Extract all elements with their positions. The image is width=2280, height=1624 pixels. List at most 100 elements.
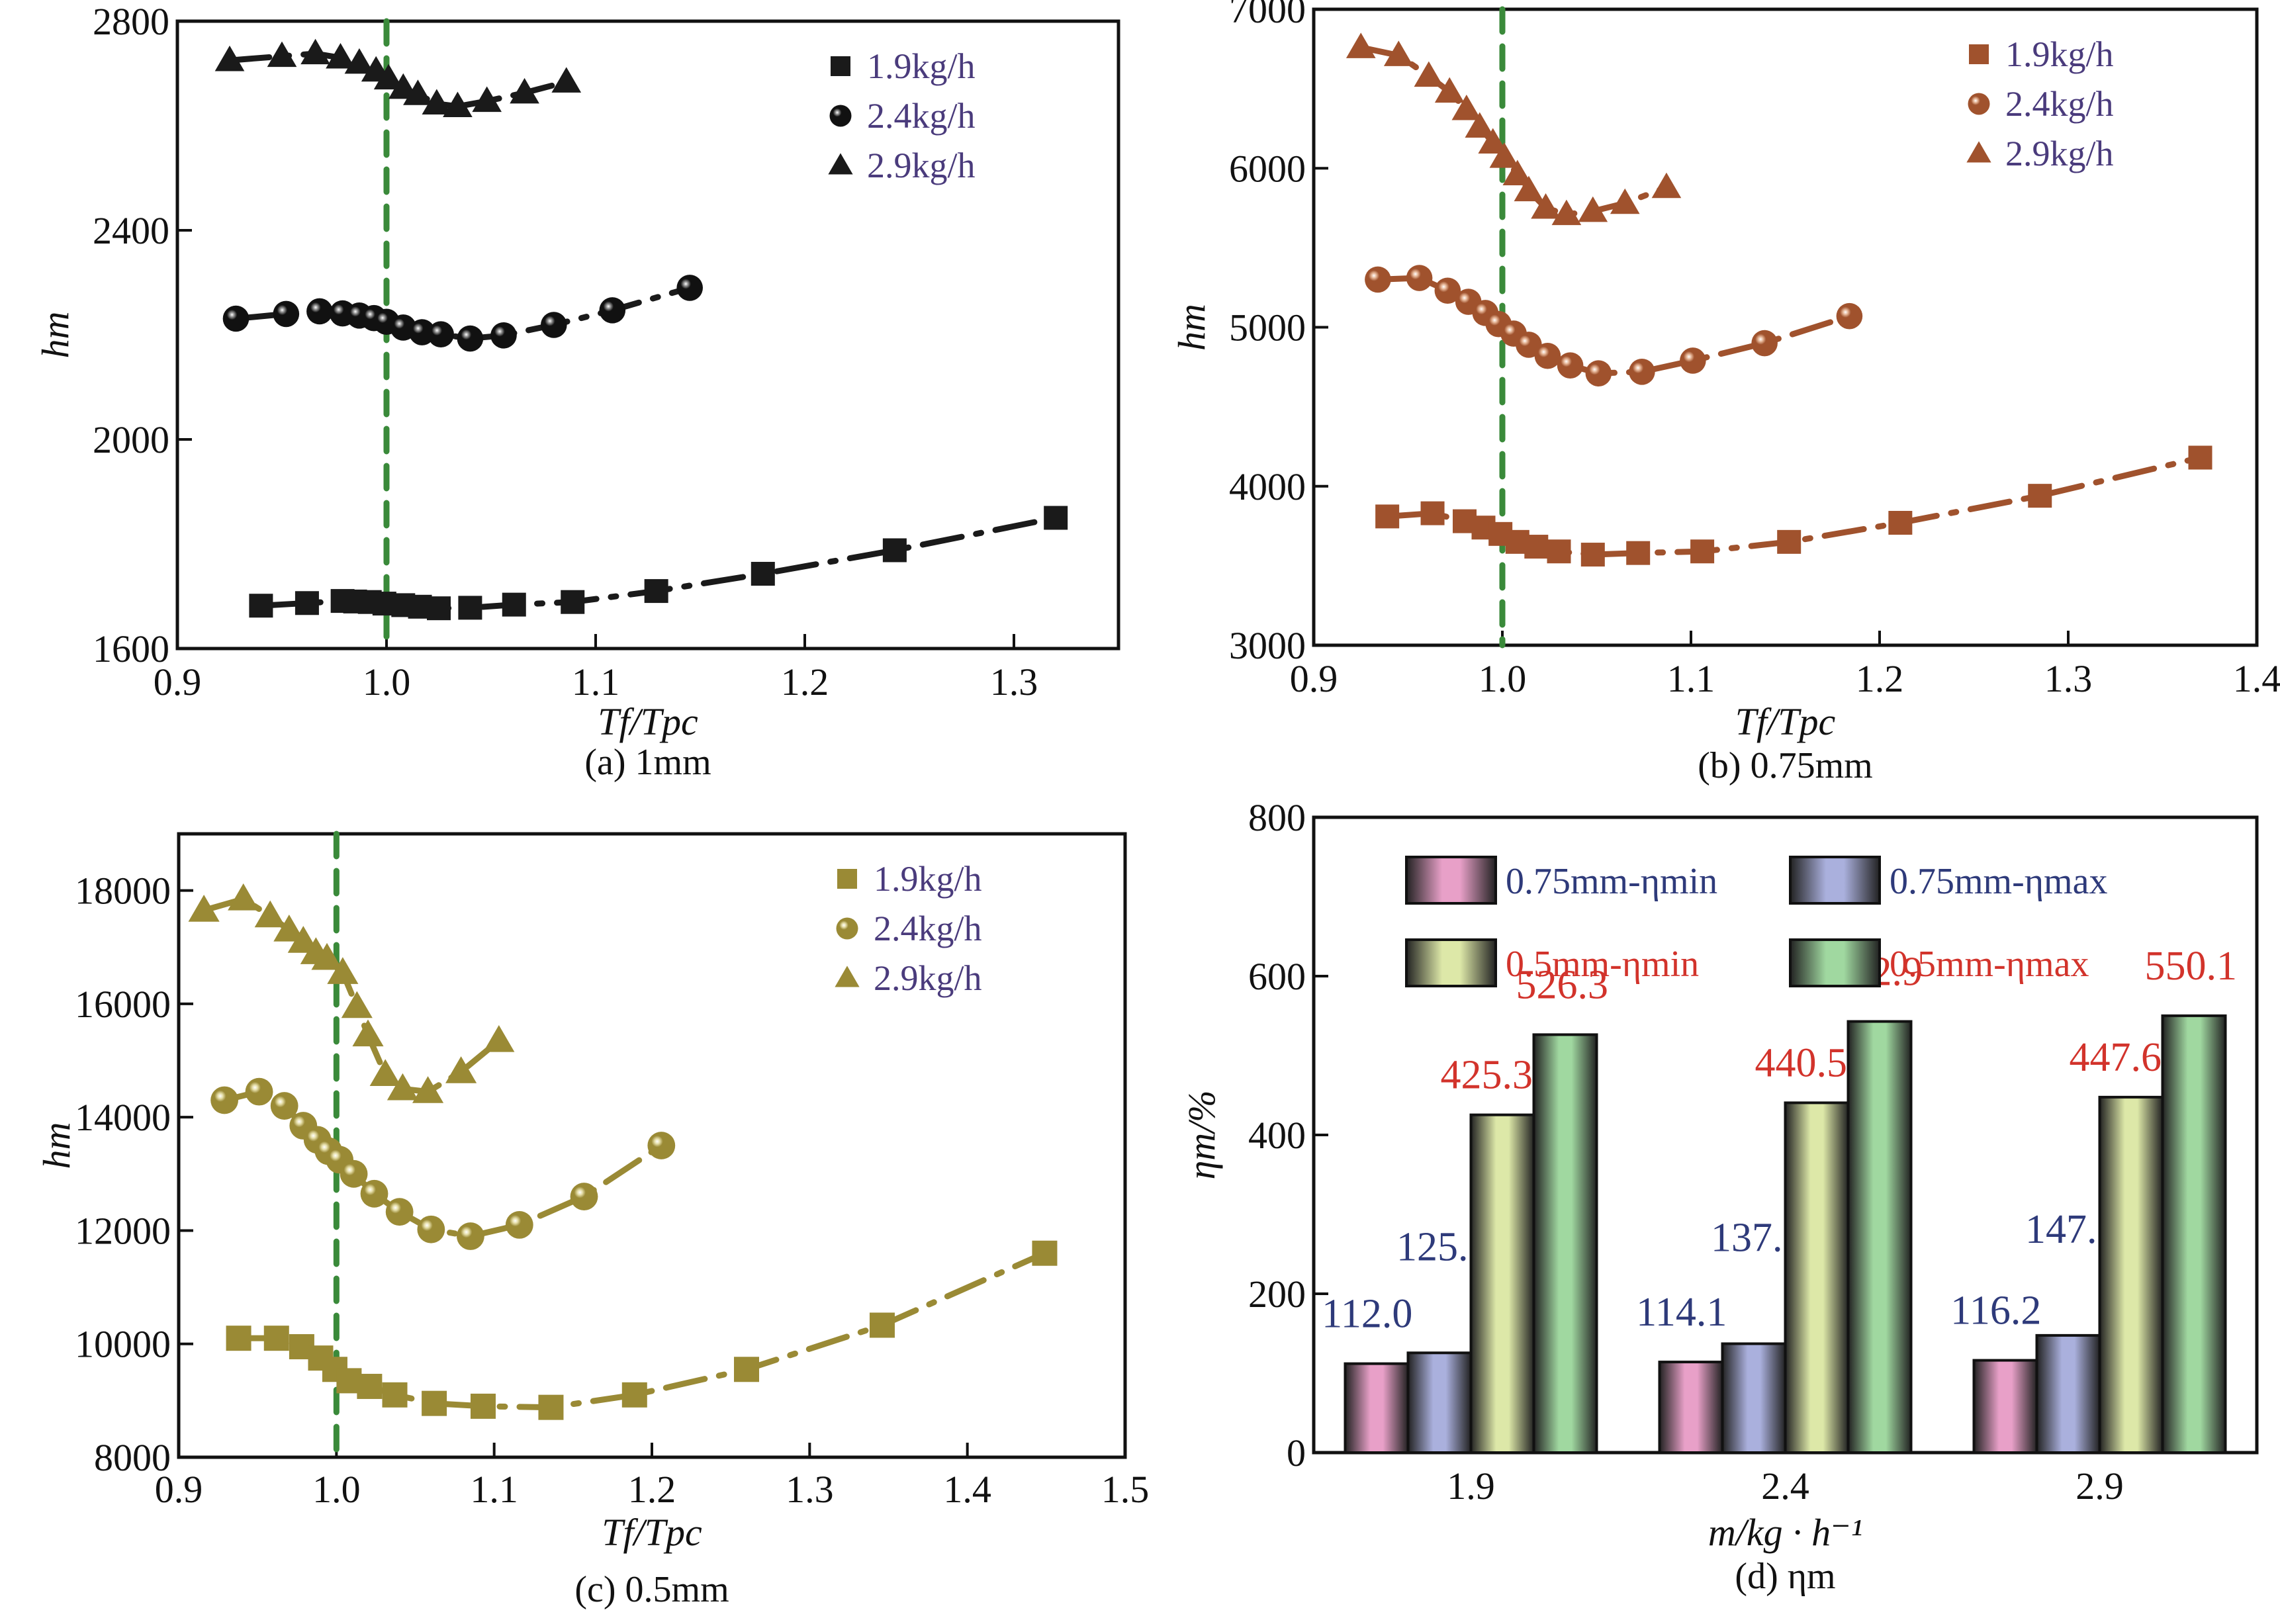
x-tick-label: 1.3 [786, 1468, 834, 1511]
data-point-triangle [1489, 142, 1520, 168]
panel-a: 0.9 1.0 1.1 1.2 1.3 1600 2000 2400 2800 Tf/Tpc hm (… [34, 0, 1120, 783]
x-tick-label: 1.0 [312, 1468, 361, 1511]
data-point-triangle [1451, 95, 1482, 120]
x-axis-title: Tf/Tpc [1735, 700, 1836, 743]
panel-d: 02004006008001.9112.0125.6425.3526.32.41… [1180, 796, 2259, 1597]
data-point-triangle [443, 91, 473, 117]
legend-marker [837, 869, 857, 889]
bar-0.5mm-ηmin [2098, 1095, 2164, 1454]
series-line-2.9kg/h [1357, 44, 1670, 218]
data-point-sphere [457, 325, 484, 352]
legend-swatch [1405, 938, 1497, 987]
data-point-sphere [1629, 358, 1655, 385]
x-tick-label: 1.3 [2044, 657, 2093, 700]
x-tick-label: 0.9 [154, 660, 202, 703]
data-point-square [1524, 535, 1549, 559]
data-point-triangle [1478, 128, 1508, 154]
data-point-square [470, 1393, 496, 1419]
y-tick-label: 6000 [1229, 147, 1306, 190]
legend-marker [828, 153, 853, 175]
data-point-sphere [599, 297, 626, 324]
legend-label: 0.75mm-ηmax [1890, 861, 2107, 902]
data-point-sphere [1751, 330, 1778, 357]
x-tick-label: 1.5 [1101, 1468, 1150, 1511]
data-point-square [621, 1382, 647, 1408]
x-tick-label: 1.0 [363, 660, 411, 703]
data-point-square [538, 1394, 564, 1420]
legend-swatch [1405, 856, 1497, 905]
y-tick-label: 12000 [75, 1209, 171, 1252]
y-tick-label: 18000 [75, 870, 171, 913]
data-point-square [295, 591, 319, 615]
x-axis-title: Tf/Tpc [598, 700, 698, 743]
data-point-triangle [327, 957, 359, 984]
data-point-triangle [1345, 32, 1376, 58]
data-point-square [1777, 529, 1801, 554]
legend-label: 0.5mm-ηmin [1506, 944, 1699, 985]
legend-marker [829, 105, 852, 127]
legend-label: 0.5mm-ηmax [1890, 944, 2089, 985]
data-point-square [1626, 541, 1651, 565]
data-point-triangle [387, 1073, 418, 1101]
legend-label: 0.75mm-ηmin [1506, 861, 1717, 902]
panel-caption: (d) ηm [1735, 1556, 1835, 1597]
data-point-sphere [1836, 302, 1863, 330]
data-point-triangle [273, 915, 305, 942]
x-tick-label: 2.4 [1761, 1465, 1809, 1508]
data-point-triangle [1383, 40, 1414, 66]
legend-label: 1.9kg/h [867, 46, 976, 86]
data-point-triangle [1531, 193, 1561, 219]
data-point-square [502, 592, 526, 617]
data-point-sphere [505, 1210, 533, 1239]
data-label: 112.0 [1322, 1292, 1412, 1337]
data-point-triangle [311, 942, 343, 970]
data-point-triangle [1414, 61, 1444, 87]
data-point-triangle [267, 41, 297, 68]
data-point-square [869, 1312, 895, 1338]
data-point-square [226, 1326, 251, 1351]
data-point-triangle [344, 48, 375, 74]
data-point-sphere [270, 1092, 298, 1120]
data-point-sphere [340, 1159, 368, 1188]
bar-0.5mm-ηmin [1784, 1101, 1850, 1454]
legend-swatch [1789, 856, 1881, 905]
panel-b: 0.9 1.0 1.1 1.2 1.3 1.4 3000 4000 5000 6000 7000 Tf… [1170, 0, 2280, 786]
data-point-square [1580, 543, 1605, 567]
y-tick-label: 4000 [1229, 465, 1306, 508]
y-tick-label: 600 [1248, 955, 1306, 998]
data-point-sphere [1557, 352, 1584, 379]
data-label: 114.1 [1636, 1290, 1727, 1335]
legend-marker [1966, 141, 1991, 163]
data-point-triangle [1578, 196, 1608, 222]
data-point-triangle [188, 895, 220, 922]
legend-label: 2.9kg/h [867, 146, 976, 185]
data-point-sphere [1365, 266, 1391, 293]
data-point-triangle [214, 45, 245, 71]
data-point-triangle [403, 79, 433, 105]
y-tick-label: 2400 [93, 209, 169, 252]
bar-0.5mm-ηmax [2161, 1014, 2227, 1454]
data-point-square [382, 1382, 408, 1408]
data-point-triangle [412, 1076, 444, 1103]
data-point-sphere [1585, 360, 1612, 386]
y-tick-label: 5000 [1229, 306, 1306, 349]
data-point-sphere [245, 1077, 273, 1106]
legend-label: 2.4kg/h [867, 96, 976, 136]
bar-0.5mm-ηmax [1847, 1020, 1913, 1454]
data-point-sphere [360, 1179, 388, 1208]
y-tick-label: 200 [1248, 1273, 1306, 1316]
data-label: 116.2 [1950, 1288, 2041, 1333]
series-line-2.9kg/h [201, 895, 502, 1095]
panel-caption: (c) 0.5mm [574, 1569, 729, 1610]
bar-0.5mm-ηmin [1469, 1113, 1535, 1454]
data-point-sphere [1516, 332, 1542, 358]
data-label: 447.6 [2070, 1035, 2162, 1080]
y-tick-label: 14000 [75, 1096, 171, 1139]
data-label: 550.1 [2145, 944, 2238, 989]
data-point-square [249, 594, 273, 618]
data-point-sphere [417, 1215, 445, 1243]
data-point-sphere [457, 1222, 484, 1250]
data-point-triangle [551, 67, 582, 93]
y-tick-label: 800 [1248, 796, 1306, 839]
